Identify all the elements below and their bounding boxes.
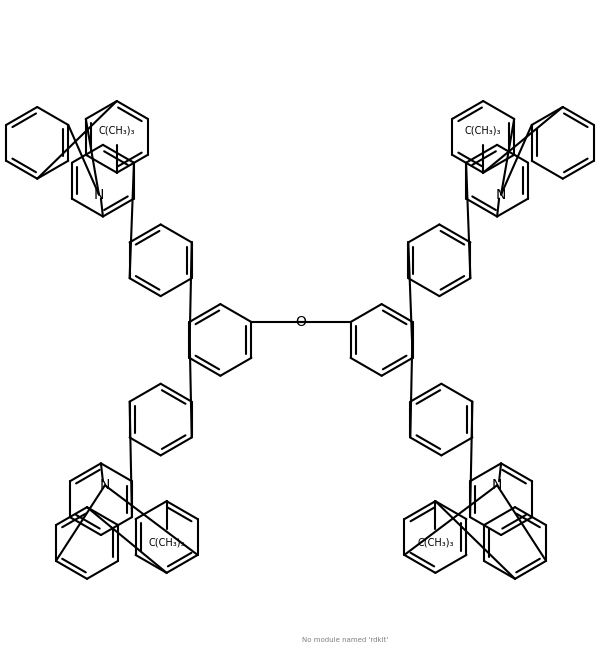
Text: C(CH₃)₃: C(CH₃)₃ (417, 538, 454, 548)
Text: N: N (100, 478, 110, 492)
Text: N: N (492, 478, 503, 492)
Text: C(CH₃)₃: C(CH₃)₃ (149, 538, 185, 548)
Text: C(CH₃)₃: C(CH₃)₃ (465, 126, 501, 136)
Text: N: N (496, 188, 506, 202)
Text: O: O (295, 315, 306, 329)
Text: C(CH₃)₃: C(CH₃)₃ (98, 126, 135, 136)
Text: N: N (94, 188, 104, 202)
Text: No module named 'rdkit': No module named 'rdkit' (302, 637, 388, 643)
